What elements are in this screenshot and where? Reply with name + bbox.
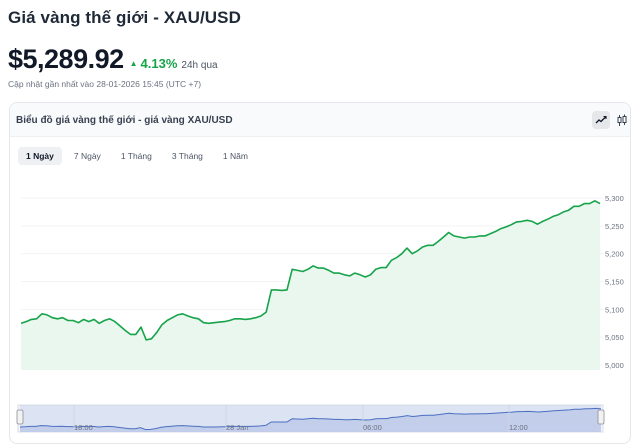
- up-arrow-icon: ▲: [129, 59, 138, 68]
- last-updated: Cập nhật gần nhất vào 28-01-2026 15:45 (…: [8, 79, 202, 89]
- change-period: 24h qua: [181, 60, 218, 71]
- price-row: $5,289.92 ▲ 4.13% 24h qua: [8, 44, 218, 75]
- tab-1-day[interactable]: 1 Ngày: [18, 147, 62, 165]
- time-range-tabs: 1 Ngày 7 Ngày 1 Tháng 3 Tháng 1 Năm: [18, 147, 256, 165]
- tab-1-year[interactable]: 1 Năm: [222, 151, 248, 161]
- page-title: Giá vàng thế giới - XAU/USD: [8, 8, 241, 27]
- tab-3-months[interactable]: 3 Tháng: [171, 151, 203, 161]
- change-percent: 4.13%: [140, 56, 178, 71]
- price-change: ▲ 4.13% 24h qua: [130, 56, 218, 71]
- candlestick-chart-button[interactable]: [613, 111, 631, 129]
- candlestick-icon: [617, 114, 627, 126]
- line-chart-button[interactable]: [592, 111, 610, 129]
- current-price: $5,289.92: [8, 44, 124, 74]
- tab-1-month[interactable]: 1 Tháng: [120, 151, 152, 161]
- tab-7-days[interactable]: 7 Ngày: [73, 151, 101, 161]
- chart-title: Biểu đồ giá vàng thế giới - giá vàng XAU…: [16, 115, 233, 126]
- chart-card-header: Biểu đồ giá vàng thế giới - giá vàng XAU…: [10, 103, 630, 137]
- chart-card: Biểu đồ giá vàng thế giới - giá vàng XAU…: [9, 102, 631, 444]
- line-chart-icon: [595, 115, 607, 124]
